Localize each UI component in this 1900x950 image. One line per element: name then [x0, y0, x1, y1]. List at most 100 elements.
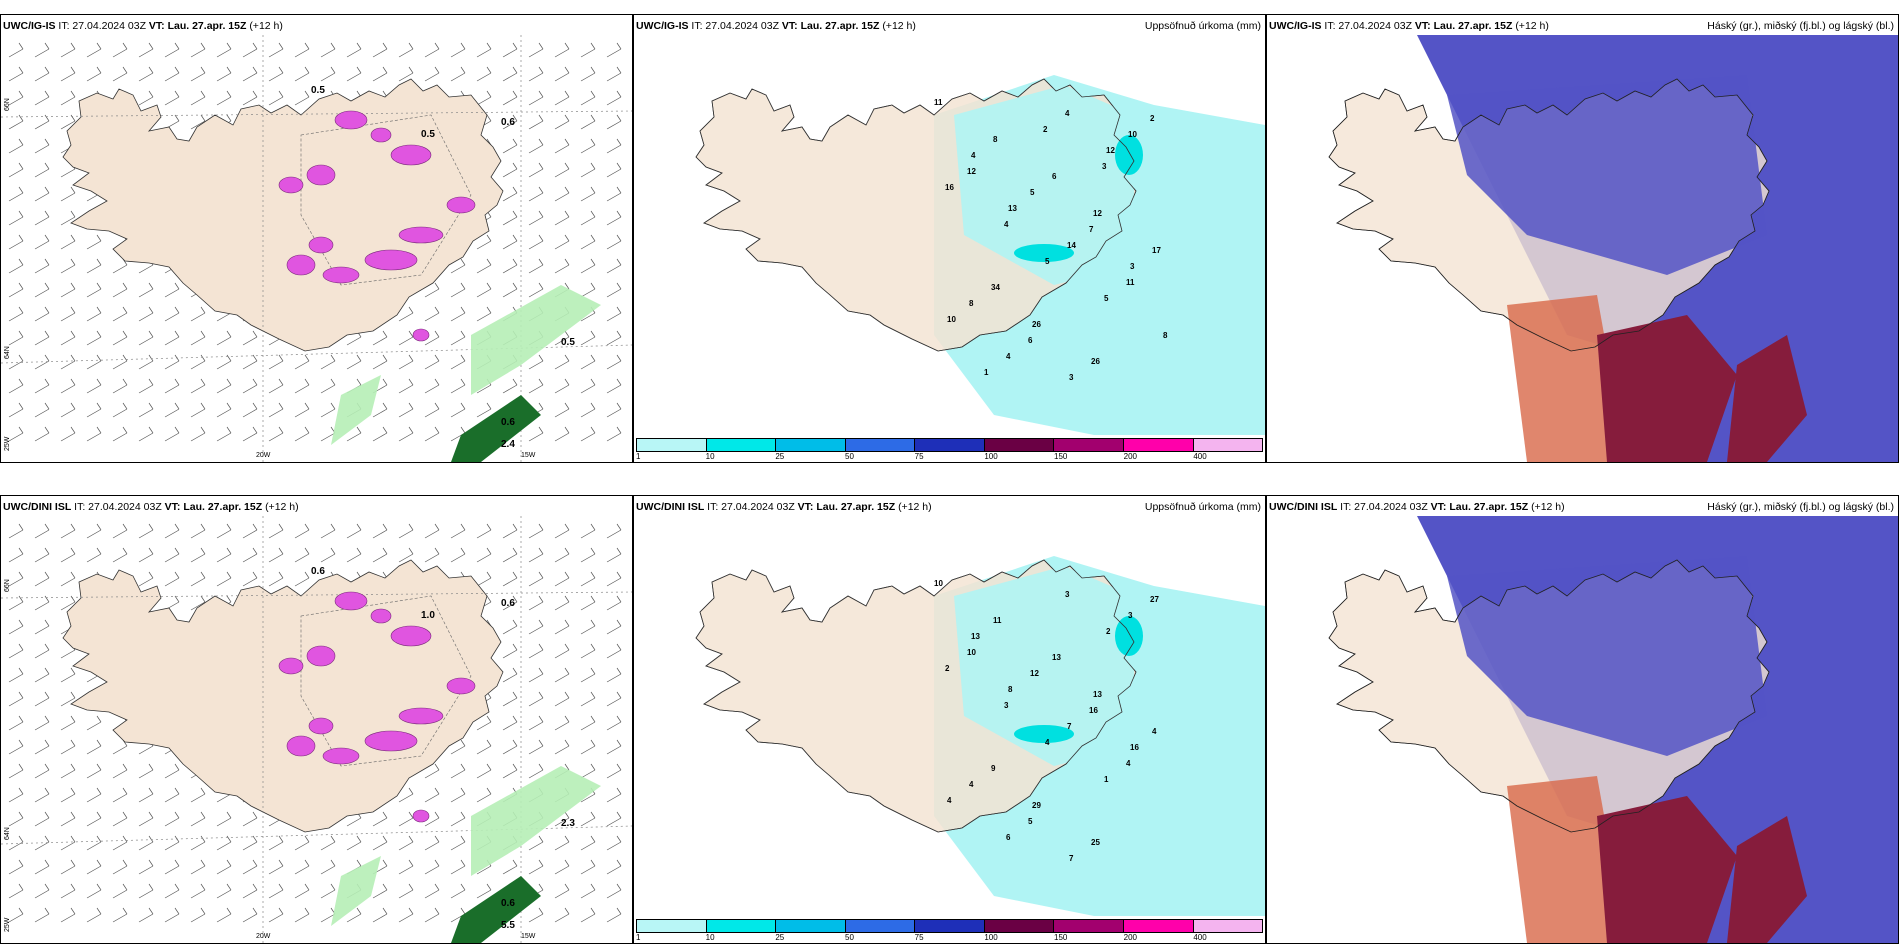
latitude-label: 25W: [4, 436, 11, 451]
wind-barb: [242, 547, 258, 563]
wind-barb: [112, 523, 128, 539]
wind-barb: [424, 859, 440, 875]
wind-barb: [190, 571, 206, 587]
wind-barb: [216, 426, 232, 442]
precip-value-label: 0.5: [311, 85, 325, 96]
latitude-label: 64N: [4, 827, 11, 840]
wind-barb: [502, 210, 518, 226]
snow-hatch-area: [300, 595, 472, 767]
legend-label: 10: [705, 933, 715, 942]
wind-barb: [164, 378, 180, 394]
wind-barb: [554, 715, 570, 731]
wind-barb: [164, 282, 180, 298]
wind-barb: [138, 571, 154, 587]
legend-swatch: [1123, 439, 1194, 451]
wind-barb: [34, 667, 50, 683]
wind-barb: [476, 258, 492, 274]
wind-barb: [60, 667, 76, 683]
wind-barb: [554, 523, 570, 539]
accum-value-label: 26: [1032, 320, 1041, 329]
model-name: UWC/DINI ISL: [636, 501, 705, 513]
wind-barb: [294, 859, 310, 875]
wind-barb: [606, 378, 622, 394]
wind-barb: [8, 90, 24, 106]
accum-value-label: 26: [1091, 357, 1100, 366]
wind-barb: [424, 835, 440, 851]
wind-barb: [268, 859, 284, 875]
wind-barb: [346, 66, 362, 82]
wind-barb: [86, 883, 102, 899]
wind-barb: [242, 90, 258, 106]
wind-barb: [164, 66, 180, 82]
accum-value-label: 10: [947, 315, 956, 324]
wind-barb: [580, 523, 596, 539]
wind-barb: [8, 787, 24, 803]
wind-barb: [502, 66, 518, 82]
wind-barb: [8, 426, 24, 442]
legend-swatch: [915, 920, 985, 932]
wind-barb: [346, 42, 362, 58]
accum-value-label: 17: [1152, 246, 1161, 255]
wind-barb: [294, 90, 310, 106]
wind-barb: [164, 426, 180, 442]
wind-barb: [294, 523, 310, 539]
lead-time: (+12 h): [249, 20, 283, 32]
wind-barb: [86, 234, 102, 250]
wind-barb: [450, 66, 466, 82]
wind-barb: [86, 354, 102, 370]
wind-barb: [34, 354, 50, 370]
precip-value-label: 5.5: [501, 920, 515, 931]
wind-barb: [372, 354, 388, 370]
wind-barb: [450, 306, 466, 322]
wind-barb: [216, 907, 232, 923]
precip-light-area: [471, 766, 601, 876]
wind-barb: [8, 138, 24, 154]
wind-barb: [112, 282, 128, 298]
wind-barb: [112, 883, 128, 899]
wind-barb: [34, 306, 50, 322]
wind-barb: [346, 907, 362, 923]
precip-value-label: 0.6: [501, 898, 515, 909]
wind-barb: [554, 402, 570, 418]
wind-barb: [606, 306, 622, 322]
legend-label: 25: [775, 452, 785, 461]
wind-barb: [606, 667, 622, 683]
wind-barb: [60, 691, 76, 707]
wind-barb: [86, 811, 102, 827]
wind-barb: [8, 667, 24, 683]
iceland-coast: [695, 559, 1137, 833]
wind-barb: [8, 643, 24, 659]
wind-barb: [580, 330, 596, 346]
wind-barb: [580, 811, 596, 827]
map-canvas: 0.5 0.6 0.5 0.5 0.6 2.4 66N 64N 25W 20W 15W: [1, 35, 632, 462]
legend-label: 50: [845, 933, 854, 942]
wind-barb: [268, 883, 284, 899]
iceland-coast: [695, 78, 1137, 352]
accum-value-label: 10: [967, 648, 976, 657]
wind-barb: [242, 354, 258, 370]
wind-barb: [86, 42, 102, 58]
wind-barb: [60, 258, 76, 274]
accum-value-label: 4: [1065, 109, 1070, 118]
wind-barb: [190, 306, 206, 322]
wind-barb: [138, 42, 154, 58]
wind-barb: [60, 763, 76, 779]
longitude-label: 20W: [256, 452, 271, 459]
wind-barb: [86, 523, 102, 539]
accum-medium-area: [1115, 616, 1143, 656]
wind-barb: [34, 378, 50, 394]
accum-value-label: 13: [1008, 204, 1017, 213]
precip-cell: [306, 645, 336, 667]
wind-barb: [372, 811, 388, 827]
wind-barb: [528, 739, 544, 755]
wind-barb: [268, 402, 284, 418]
valid-time: Lau. 27.apr. 15Z: [1449, 501, 1529, 513]
legend-label: 200: [1123, 452, 1138, 461]
wind-barb: [60, 811, 76, 827]
legend-swatch: [845, 439, 916, 451]
wind-barb: [450, 282, 466, 298]
precip-light-area: [331, 375, 381, 445]
precip-cell: [278, 657, 304, 675]
wind-barb: [424, 907, 440, 923]
wind-barb: [450, 330, 466, 346]
